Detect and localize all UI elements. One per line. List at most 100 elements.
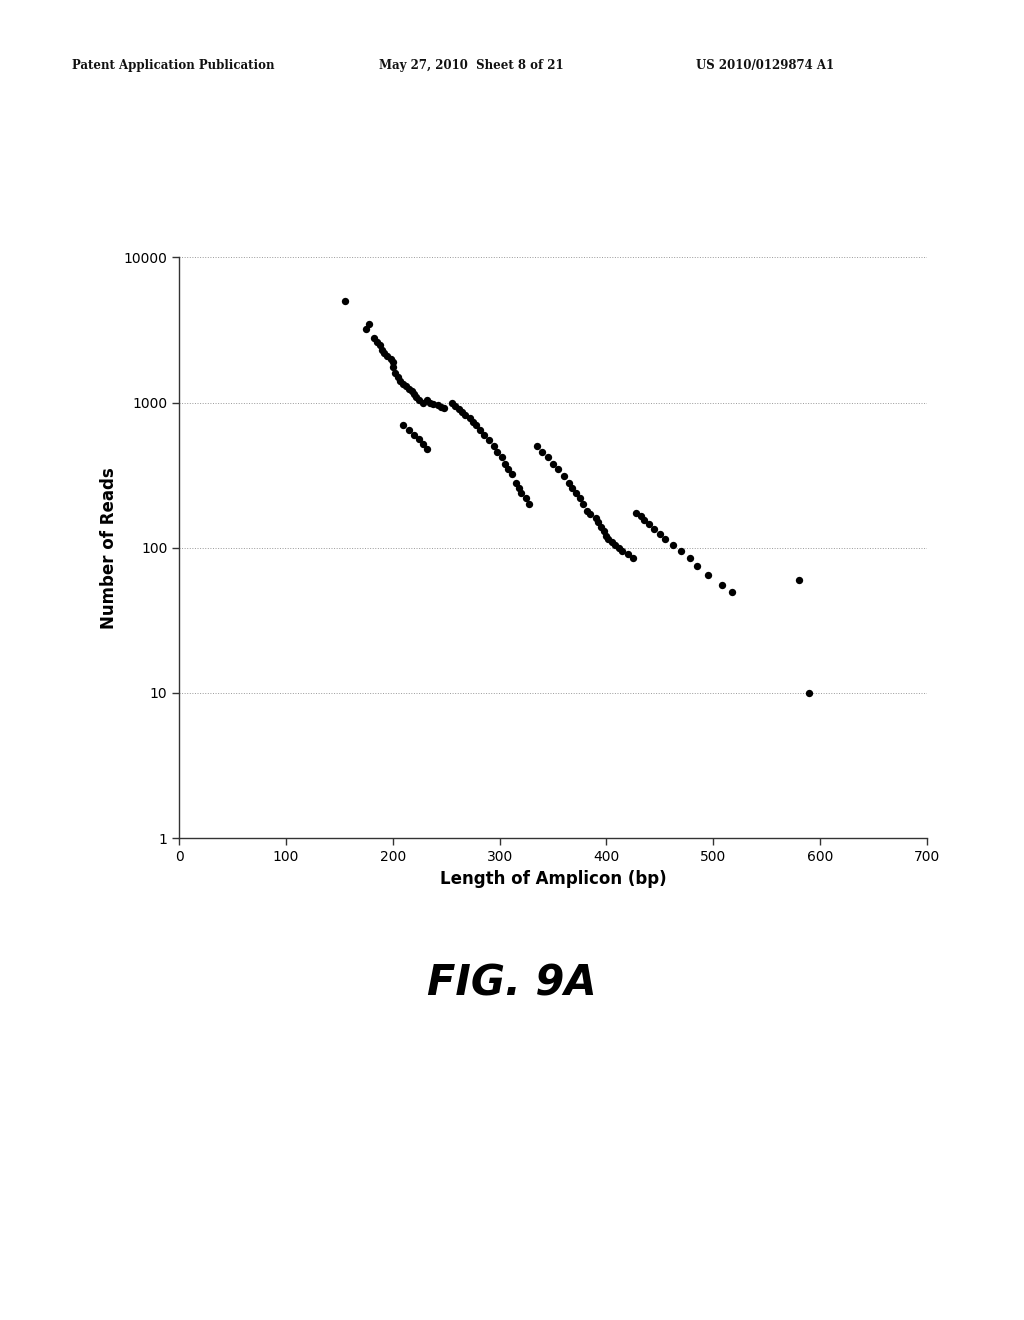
Point bbox=[714, 576, 730, 597]
Point bbox=[432, 396, 449, 417]
Point bbox=[724, 581, 740, 602]
Point bbox=[545, 453, 561, 474]
Point bbox=[646, 519, 663, 540]
X-axis label: Length of Amplicon (bp): Length of Amplicon (bp) bbox=[439, 870, 667, 887]
Point bbox=[571, 487, 588, 508]
Point bbox=[400, 378, 417, 399]
Point bbox=[385, 356, 401, 378]
Y-axis label: Number of Reads: Number of Reads bbox=[100, 467, 118, 628]
Point bbox=[791, 569, 807, 590]
Point bbox=[412, 429, 428, 450]
Point bbox=[400, 420, 417, 441]
Point bbox=[472, 420, 488, 441]
Point bbox=[681, 548, 697, 569]
Point bbox=[489, 441, 506, 462]
Point bbox=[657, 528, 674, 549]
Point bbox=[596, 520, 612, 541]
Point bbox=[588, 508, 604, 529]
Point bbox=[641, 513, 657, 535]
Point bbox=[555, 466, 571, 487]
Point bbox=[513, 482, 529, 503]
Point bbox=[582, 504, 598, 525]
Point bbox=[508, 473, 524, 494]
Text: May 27, 2010  Sheet 8 of 21: May 27, 2010 Sheet 8 of 21 bbox=[379, 59, 563, 73]
Point bbox=[579, 500, 595, 521]
Point bbox=[625, 548, 641, 569]
Point bbox=[422, 392, 438, 413]
Point bbox=[443, 392, 460, 413]
Text: Patent Application Publication: Patent Application Publication bbox=[72, 59, 274, 73]
Point bbox=[366, 327, 382, 348]
Point bbox=[600, 528, 616, 549]
Point bbox=[406, 383, 422, 404]
Point bbox=[620, 544, 636, 565]
Point bbox=[337, 290, 353, 312]
Point bbox=[454, 401, 470, 422]
Point bbox=[397, 375, 414, 396]
Point bbox=[497, 453, 513, 474]
Point bbox=[462, 408, 478, 429]
Point bbox=[504, 463, 520, 484]
Point bbox=[436, 397, 453, 418]
Point bbox=[361, 313, 378, 334]
Point bbox=[395, 414, 412, 436]
Point bbox=[369, 331, 385, 352]
Point bbox=[651, 523, 668, 544]
Point bbox=[574, 494, 591, 515]
Point bbox=[614, 540, 631, 561]
Point bbox=[374, 339, 390, 360]
Point bbox=[429, 395, 445, 416]
Point bbox=[486, 436, 503, 457]
Point bbox=[500, 458, 516, 479]
Point bbox=[446, 395, 463, 416]
Point bbox=[801, 682, 817, 704]
Point bbox=[415, 392, 431, 413]
Point bbox=[385, 351, 401, 372]
Point bbox=[603, 531, 620, 552]
Point bbox=[528, 436, 545, 457]
Point bbox=[390, 367, 407, 388]
Point bbox=[392, 371, 409, 392]
Point bbox=[415, 433, 431, 454]
Point bbox=[358, 318, 375, 339]
Point bbox=[494, 446, 510, 467]
Point bbox=[665, 535, 681, 556]
Point bbox=[409, 385, 425, 407]
Point bbox=[412, 389, 428, 411]
Point bbox=[395, 374, 412, 395]
Point bbox=[521, 494, 538, 515]
Point bbox=[568, 482, 585, 503]
Point bbox=[564, 477, 581, 498]
Point bbox=[372, 334, 388, 355]
Point bbox=[403, 380, 420, 401]
Point bbox=[699, 565, 716, 586]
Point bbox=[451, 399, 467, 420]
Point bbox=[376, 342, 392, 363]
Point bbox=[475, 424, 492, 445]
Point bbox=[689, 556, 706, 577]
Point bbox=[379, 346, 395, 367]
Point bbox=[598, 525, 614, 546]
Point bbox=[425, 393, 441, 414]
Point bbox=[511, 477, 527, 498]
Point bbox=[419, 438, 435, 459]
Point bbox=[606, 535, 623, 556]
Point bbox=[673, 540, 689, 561]
Point bbox=[518, 487, 535, 508]
Text: FIG. 9A: FIG. 9A bbox=[427, 962, 597, 1005]
Point bbox=[457, 404, 473, 425]
Point bbox=[633, 506, 649, 527]
Point bbox=[611, 537, 628, 558]
Point bbox=[480, 430, 497, 451]
Text: US 2010/0129874 A1: US 2010/0129874 A1 bbox=[696, 59, 835, 73]
Point bbox=[382, 348, 398, 370]
Point bbox=[468, 414, 484, 436]
Point bbox=[636, 510, 652, 531]
Point bbox=[628, 502, 644, 523]
Point bbox=[540, 446, 556, 467]
Point bbox=[593, 516, 609, 537]
Point bbox=[550, 458, 566, 479]
Point bbox=[561, 473, 578, 494]
Point bbox=[406, 424, 422, 445]
Point bbox=[465, 411, 481, 432]
